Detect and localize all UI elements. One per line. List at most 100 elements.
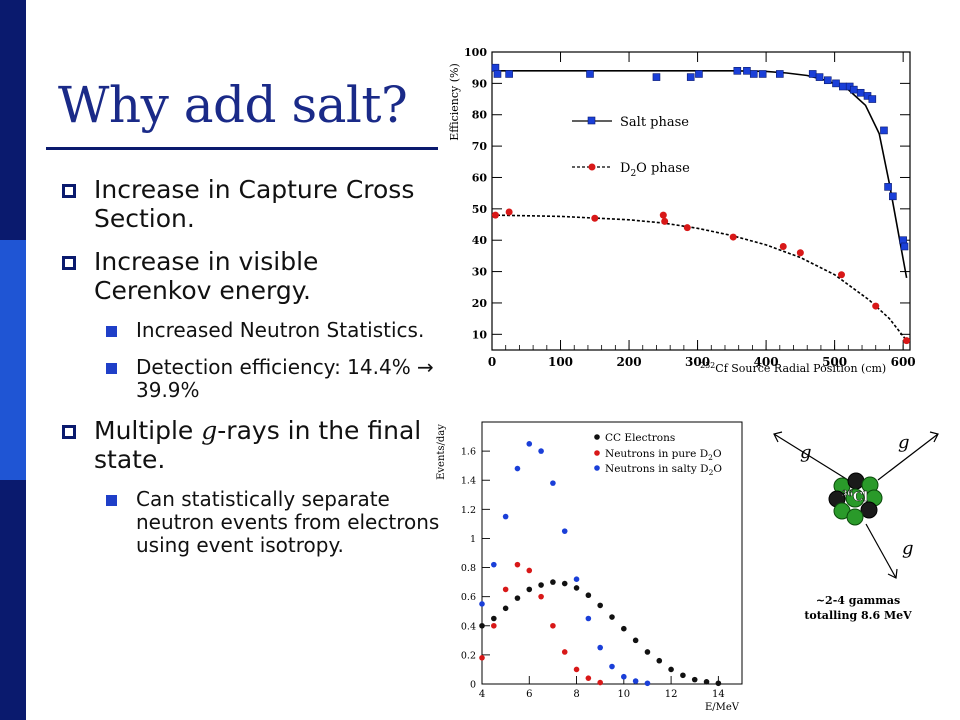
salty-d2o-neutron-point: [526, 441, 533, 447]
filled-square-bullet-icon: [106, 326, 117, 337]
salt-data-point: [749, 70, 758, 78]
x-tick-label: 12: [665, 689, 678, 700]
fit-curve-d2o: [491, 214, 908, 342]
salt-data-point: [839, 82, 847, 91]
salt-data-point: [505, 70, 513, 78]
x-tick-label: 10: [617, 689, 630, 700]
y-tick-label: 1: [470, 534, 476, 545]
fit-curve-salt: [492, 70, 908, 279]
x-tick-label: 0: [488, 355, 496, 369]
cc-electron-point: [514, 595, 521, 601]
cc-electron-point: [550, 579, 556, 585]
chart-frame: [491, 51, 911, 351]
caption-gamma-count: ~2-4 gammas: [816, 594, 900, 607]
chlorine-nucleus-icon: [828, 472, 883, 526]
nucleus-label: 36Cl: [842, 488, 868, 505]
gamma-label-bottom: g: [902, 538, 914, 559]
y-tick-label: 0.4: [461, 621, 476, 632]
bullet-text: Increase in Capture Cross Section.: [94, 175, 415, 233]
salt-data-point: [733, 67, 742, 75]
y-tick-label: 1.2: [461, 505, 476, 516]
d2o-data-point: [491, 211, 499, 219]
x-axis-label: 252Cf Source Radial Position (cm): [700, 361, 886, 375]
d2o-data-point: [903, 337, 911, 345]
y-tick-label: 50: [472, 203, 488, 216]
y-axis-label: Events/day: [436, 424, 447, 480]
salt-data-point: [850, 85, 858, 94]
d2o-data-point: [779, 242, 787, 250]
sub-bullet-event-isotropy: Can statistically separate neutron event…: [60, 488, 440, 557]
salt-data-point: [880, 126, 888, 135]
bullet-cerenkov-energy: Increase in visible Cerenkov energy.: [60, 247, 440, 305]
cc-electron-point: [656, 657, 663, 664]
cc-electron-point: [502, 605, 509, 612]
cc-electron-point: [561, 580, 568, 587]
pure-d2o-neutron-point: [573, 666, 580, 673]
salt-data-point: [493, 70, 502, 78]
bullet-text-after: -rays in the final state.: [94, 416, 422, 474]
cc-electron-point: [609, 614, 615, 620]
chart-legend: Salt phase D2O phase: [572, 115, 690, 179]
d2o-data-point: [661, 217, 669, 225]
salt-data-point: [776, 70, 784, 78]
sidebar-band-bottom: [0, 480, 26, 720]
salty-d2o-neutron-point: [561, 528, 568, 534]
y-tick-label: 0: [470, 680, 476, 691]
y-tick-label: 0.2: [461, 650, 476, 661]
pure-d2o-neutron-point: [526, 567, 533, 574]
bullet-text: Can statistically separate neutron event…: [136, 487, 440, 557]
bullet-text: Detection efficiency: 14.4% → 39.9%: [136, 355, 434, 402]
salt-data-point: [832, 79, 840, 88]
cc-electron-point: [573, 585, 580, 591]
legend-marker-salt: [587, 116, 596, 125]
cc-electron-point: [621, 625, 627, 632]
y-tick-label: 30: [472, 266, 488, 279]
y-tick-label: 40: [472, 234, 488, 247]
salt-data-point: [808, 70, 817, 78]
y-tick-label: 90: [472, 77, 488, 90]
salt-data-point: [900, 242, 909, 251]
cc-electron-point: [680, 672, 686, 679]
pure-d2o-neutron-point: [538, 593, 544, 600]
cc-electron-point: [526, 586, 533, 593]
x-tick-label: 200: [617, 355, 642, 369]
legend-marker-cc: [594, 434, 600, 440]
cc-electron-point: [491, 615, 497, 622]
salt-data-point: [743, 67, 751, 75]
cc-electron-point: [632, 637, 639, 644]
salty-d2o-neutron-point: [585, 615, 592, 622]
cc-electron-point: [715, 680, 722, 687]
salty-d2o-neutron-point: [573, 576, 580, 582]
cc-electron-point: [585, 592, 592, 599]
bullet-capture-cross-section: Increase in Capture Cross Section.: [60, 175, 440, 233]
salty-d2o-neutron-point: [502, 513, 509, 520]
legend-label-d2o: D2O phase: [620, 161, 690, 179]
salty-d2o-neutron-point: [479, 601, 485, 607]
gamma-ray-arrows: [773, 431, 939, 579]
cc-electron-point: [644, 649, 651, 655]
legend-label-cc: CC Electrons: [605, 432, 675, 444]
salty-d2o-neutron-point: [597, 644, 603, 651]
legend-label-salt: Salt phase: [620, 115, 689, 130]
slide-title: Why add salt?: [58, 76, 408, 134]
cc-electron-point: [691, 676, 698, 683]
filled-square-bullet-icon: [106, 363, 117, 374]
pure-d2o-neutron-point: [561, 649, 568, 655]
series-cc-electrons: [479, 579, 722, 687]
cc-electron-point: [668, 666, 674, 673]
salt-data-point: [815, 73, 824, 81]
salty-d2o-neutron-point: [538, 448, 544, 454]
salty-d2o-neutron-point: [514, 465, 521, 472]
x-tick-label: 4: [479, 689, 485, 700]
pure-d2o-neutron-point: [491, 622, 497, 629]
bullet-text-before: Multiple: [94, 416, 202, 445]
sub-bullet-detection-efficiency: Detection efficiency: 14.4% → 39.9%: [60, 356, 440, 402]
pure-d2o-neutron-point: [502, 586, 509, 593]
hollow-square-bullet-icon: [62, 425, 76, 439]
cc-electron-point: [597, 602, 603, 609]
y-tick-label: 20: [472, 297, 488, 310]
series-neutrons-salty-d2o: [479, 441, 651, 687]
pure-d2o-neutron-point: [597, 679, 603, 686]
salt-data-point: [586, 70, 594, 78]
pure-d2o-neutron-point: [514, 561, 521, 568]
